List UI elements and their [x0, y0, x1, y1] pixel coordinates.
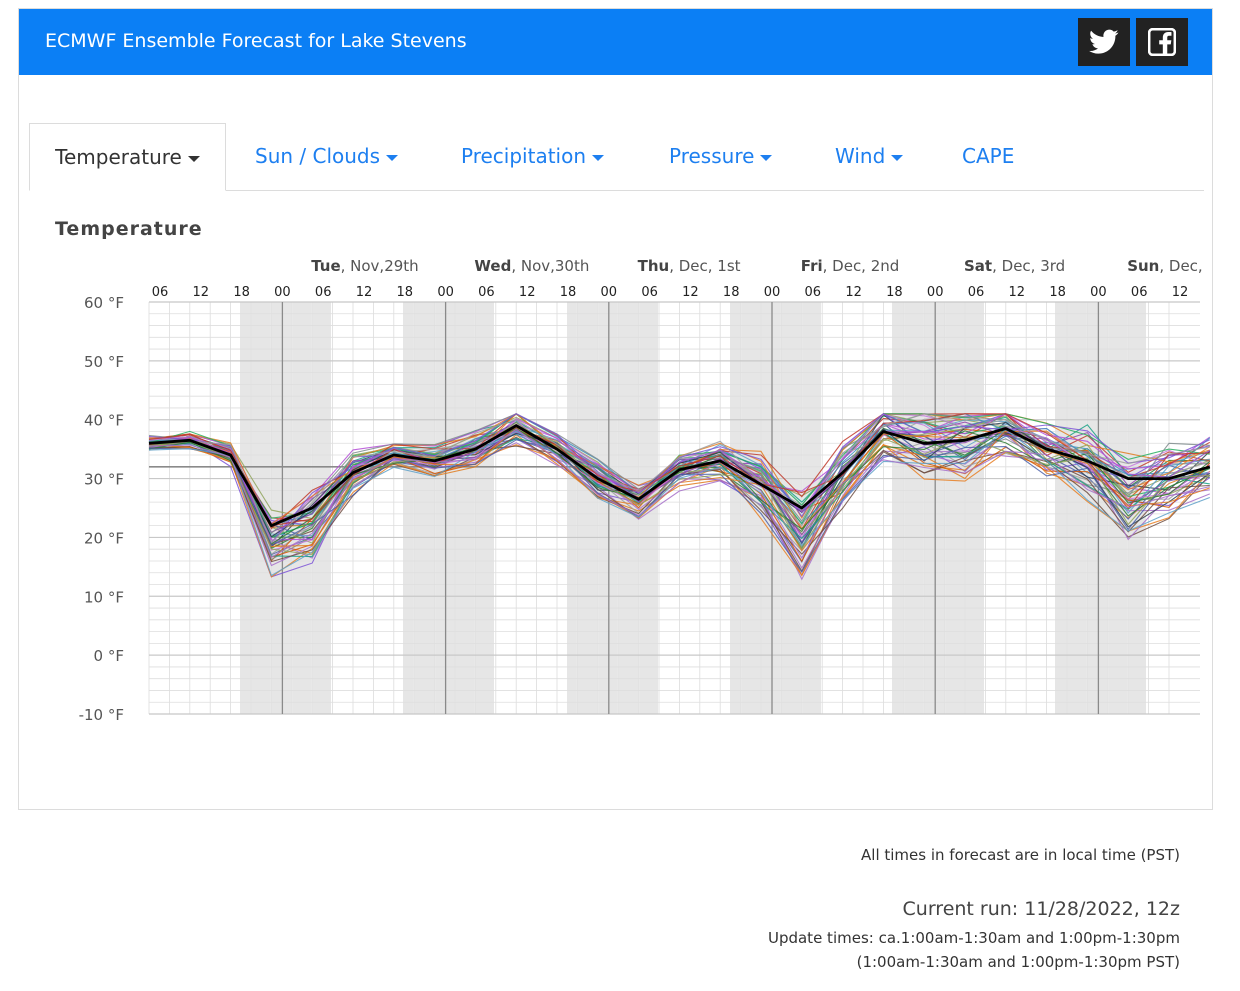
tab-precipitation[interactable]: Precipitation	[461, 123, 605, 189]
header-bar: ECMWF Ensemble Forecast for Lake Stevens	[19, 9, 1212, 75]
tab-wind[interactable]: Wind	[835, 123, 904, 189]
tab-label: CAPE	[962, 144, 1015, 168]
hour-tick-label: 06	[152, 285, 169, 300]
tab-pressure[interactable]: Pressure	[669, 123, 773, 189]
hour-tick-label: 00	[437, 285, 454, 300]
ensemble-member-line	[148, 434, 1211, 581]
ensemble-member-line	[148, 415, 1211, 544]
hour-tick-label: 18	[560, 285, 577, 300]
twitter-icon	[1089, 29, 1119, 54]
update-times-pst: (1:00am-1:30am and 1:00pm-1:30pm PST)	[856, 953, 1180, 971]
y-tick-label: -10 °F	[79, 706, 124, 724]
hour-tick-label: 00	[927, 285, 944, 300]
hour-tick-label: 00	[764, 285, 781, 300]
day-label: Fri, Dec, 2nd	[801, 257, 900, 275]
ensemble-member-line	[148, 428, 1210, 577]
day-label: Sat, Dec, 3rd	[964, 257, 1065, 275]
caret-down-icon	[386, 154, 399, 161]
y-tick-label: 0 °F	[94, 647, 124, 665]
hour-tick-label: 12	[356, 285, 373, 300]
y-tick-label: 50 °F	[84, 353, 124, 371]
hour-tick-label: 12	[1172, 285, 1189, 300]
caret-down-icon	[891, 154, 904, 161]
day-label: Sun, Dec,	[1127, 257, 1203, 275]
hour-tick-label: 00	[601, 285, 618, 300]
hour-tick-label: 06	[968, 285, 985, 300]
tab-label: Wind	[835, 144, 886, 168]
y-tick-label: 10 °F	[84, 588, 124, 606]
tab-bar: Temperature Sun / Clouds Precipitation P…	[29, 123, 1204, 191]
y-tick-label: 30 °F	[84, 471, 124, 489]
tab-label: Precipitation	[461, 144, 587, 168]
caret-down-icon	[187, 155, 200, 162]
tab-sun-clouds[interactable]: Sun / Clouds	[255, 123, 399, 189]
ensemble-member-line	[148, 413, 1210, 544]
hour-tick-label: 12	[682, 285, 699, 300]
facebook-button[interactable]	[1136, 18, 1188, 66]
control-run-line	[148, 424, 1211, 528]
tab-label: Temperature	[55, 145, 182, 169]
ensemble-member-line	[148, 416, 1210, 545]
night-shade	[1055, 302, 1146, 714]
tab-temperature[interactable]: Temperature	[29, 123, 226, 191]
day-label: Tue, Nov,29th	[311, 257, 419, 275]
twitter-button[interactable]	[1078, 18, 1130, 66]
hour-tick-label: 00	[274, 285, 291, 300]
hour-tick-label: 12	[519, 285, 536, 300]
hour-tick-label: 18	[723, 285, 740, 300]
day-label: Thu, Dec, 1st	[638, 257, 741, 275]
hour-tick-label: 06	[1131, 285, 1148, 300]
night-shade	[403, 302, 494, 714]
hour-tick-label: 06	[805, 285, 822, 300]
tab-label: Pressure	[669, 144, 755, 168]
hour-tick-label: 18	[397, 285, 414, 300]
y-tick-label: 20 °F	[84, 529, 124, 547]
tab-label: Sun / Clouds	[255, 144, 381, 168]
update-times: Update times: ca.1:00am-1:30am and 1:00p…	[767, 929, 1180, 947]
hour-tick-label: 06	[315, 285, 332, 300]
hour-tick-label: 18	[886, 285, 903, 300]
y-tick-label: 40 °F	[84, 412, 124, 430]
hour-tick-label: 18	[1049, 285, 1066, 300]
day-label: Wed, Nov,30th	[474, 257, 589, 275]
hour-tick-label: 06	[641, 285, 658, 300]
ensemble-member-line	[148, 427, 1211, 545]
night-shade	[892, 302, 984, 714]
ensemble-member-line	[148, 413, 1210, 527]
y-tick-label: 60 °F	[84, 294, 124, 312]
ensemble-member-line	[148, 428, 1210, 560]
hour-tick-label: 12	[845, 285, 862, 300]
hour-tick-label: 00	[1090, 285, 1107, 300]
caret-down-icon	[592, 154, 605, 161]
chart-title: Temperature	[55, 218, 203, 240]
facebook-icon	[1148, 28, 1176, 56]
tab-cape[interactable]: CAPE	[962, 123, 1014, 189]
timezone-note: All times in forecast are in local time …	[861, 846, 1180, 864]
hour-tick-label: 12	[1009, 285, 1026, 300]
hour-tick-label: 18	[233, 285, 250, 300]
caret-down-icon	[760, 154, 773, 161]
page-title: ECMWF Ensemble Forecast for Lake Stevens	[45, 30, 467, 52]
current-run: Current run: 11/28/2022, 12z	[902, 898, 1180, 920]
hour-tick-label: 12	[193, 285, 210, 300]
hour-tick-label: 06	[478, 285, 495, 300]
